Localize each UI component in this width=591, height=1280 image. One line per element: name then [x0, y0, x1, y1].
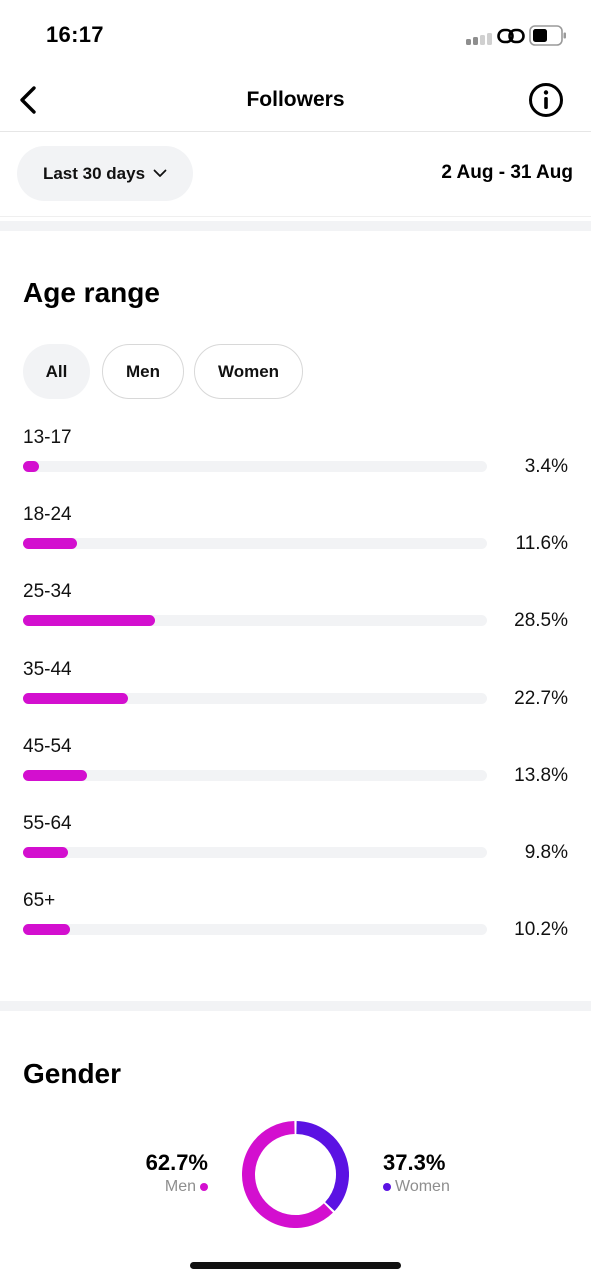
period-dropdown[interactable]: Last 30 days [17, 146, 193, 201]
age-bar [23, 692, 129, 704]
women-label: Women [395, 1178, 450, 1195]
age-row: 13-17 3.4% [23, 427, 568, 487]
age-row: 25-34 28.5% [23, 581, 568, 641]
age-row: 55-64 9.8% [23, 813, 568, 873]
age-label: 55-64 [23, 813, 72, 834]
age-label: 18-24 [23, 504, 72, 526]
tab-all[interactable]: All [23, 344, 90, 399]
bar-track [23, 461, 487, 472]
women-slice [296, 1121, 349, 1212]
divider [0, 216, 591, 217]
section-divider [0, 1001, 591, 1011]
age-row: 65+ 10.2% [23, 890, 568, 950]
men-legend-dot [200, 1183, 208, 1191]
period-label: Last 30 days [42, 163, 146, 183]
bar-track [23, 692, 487, 704]
age-percent: 22.7% [514, 687, 568, 709]
men-percent: 62.7% [145, 1150, 208, 1175]
age-percent: 13.8% [514, 764, 568, 786]
age-percent: 10.2% [514, 919, 568, 941]
women-legend-dot [383, 1183, 391, 1191]
men-label: Men [164, 1178, 196, 1195]
age-bar [23, 615, 156, 627]
status-bar: 16:17 [0, 0, 591, 70]
age-bar [23, 924, 71, 936]
age-percent: 11.6% [515, 533, 568, 555]
battery-icon [529, 25, 566, 46]
age-row: 45-54 13.8% [23, 736, 568, 796]
home-indicator [190, 1262, 401, 1269]
bar-track [23, 847, 487, 858]
bar-track [23, 538, 487, 550]
bar-track [23, 769, 487, 781]
link-icon [497, 28, 525, 44]
status-time: 16:17 [46, 22, 104, 47]
gender-women-stat: 37.3% Women [383, 1150, 450, 1196]
chevron-down-icon [153, 169, 167, 177]
tab-women[interactable]: Women [194, 344, 303, 399]
page-title: Followers [246, 88, 345, 111]
age-label: 13-17 [23, 427, 72, 448]
date-range: 2 Aug - 31 Aug [441, 162, 573, 183]
gender-men-stat: 62.7% Men [146, 1150, 208, 1196]
women-percent: 37.3% [383, 1150, 446, 1175]
bar-track [23, 924, 487, 936]
age-label: 45-54 [23, 735, 72, 757]
age-label: 35-44 [23, 658, 72, 680]
age-bar [23, 769, 88, 781]
age-range-title: Age range [23, 277, 160, 308]
age-percent: 28.5% [514, 610, 568, 632]
age-label: 65+ [23, 890, 56, 912]
age-row: 35-44 22.7% [23, 659, 568, 719]
age-bar [23, 847, 69, 858]
filter-bar: Last 30 days 2 Aug - 31 Aug [0, 146, 591, 202]
navigation-bar: Followers [0, 70, 591, 132]
age-row: 18-24 11.6% [23, 504, 568, 564]
tab-men[interactable]: Men [102, 344, 184, 399]
age-label: 25-34 [23, 581, 72, 603]
men-slice [242, 1121, 333, 1228]
age-bar [23, 538, 77, 550]
gender-title: Gender [23, 1058, 122, 1089]
age-bar [23, 461, 39, 472]
age-percent: 9.8% [524, 842, 568, 863]
age-percent: 3.4% [524, 456, 568, 477]
gender-donut-chart [242, 1121, 349, 1228]
bar-track [23, 615, 487, 627]
back-button[interactable] [12, 82, 48, 118]
signal-icon [466, 33, 492, 45]
info-button[interactable] [527, 81, 565, 119]
section-divider [0, 221, 591, 231]
